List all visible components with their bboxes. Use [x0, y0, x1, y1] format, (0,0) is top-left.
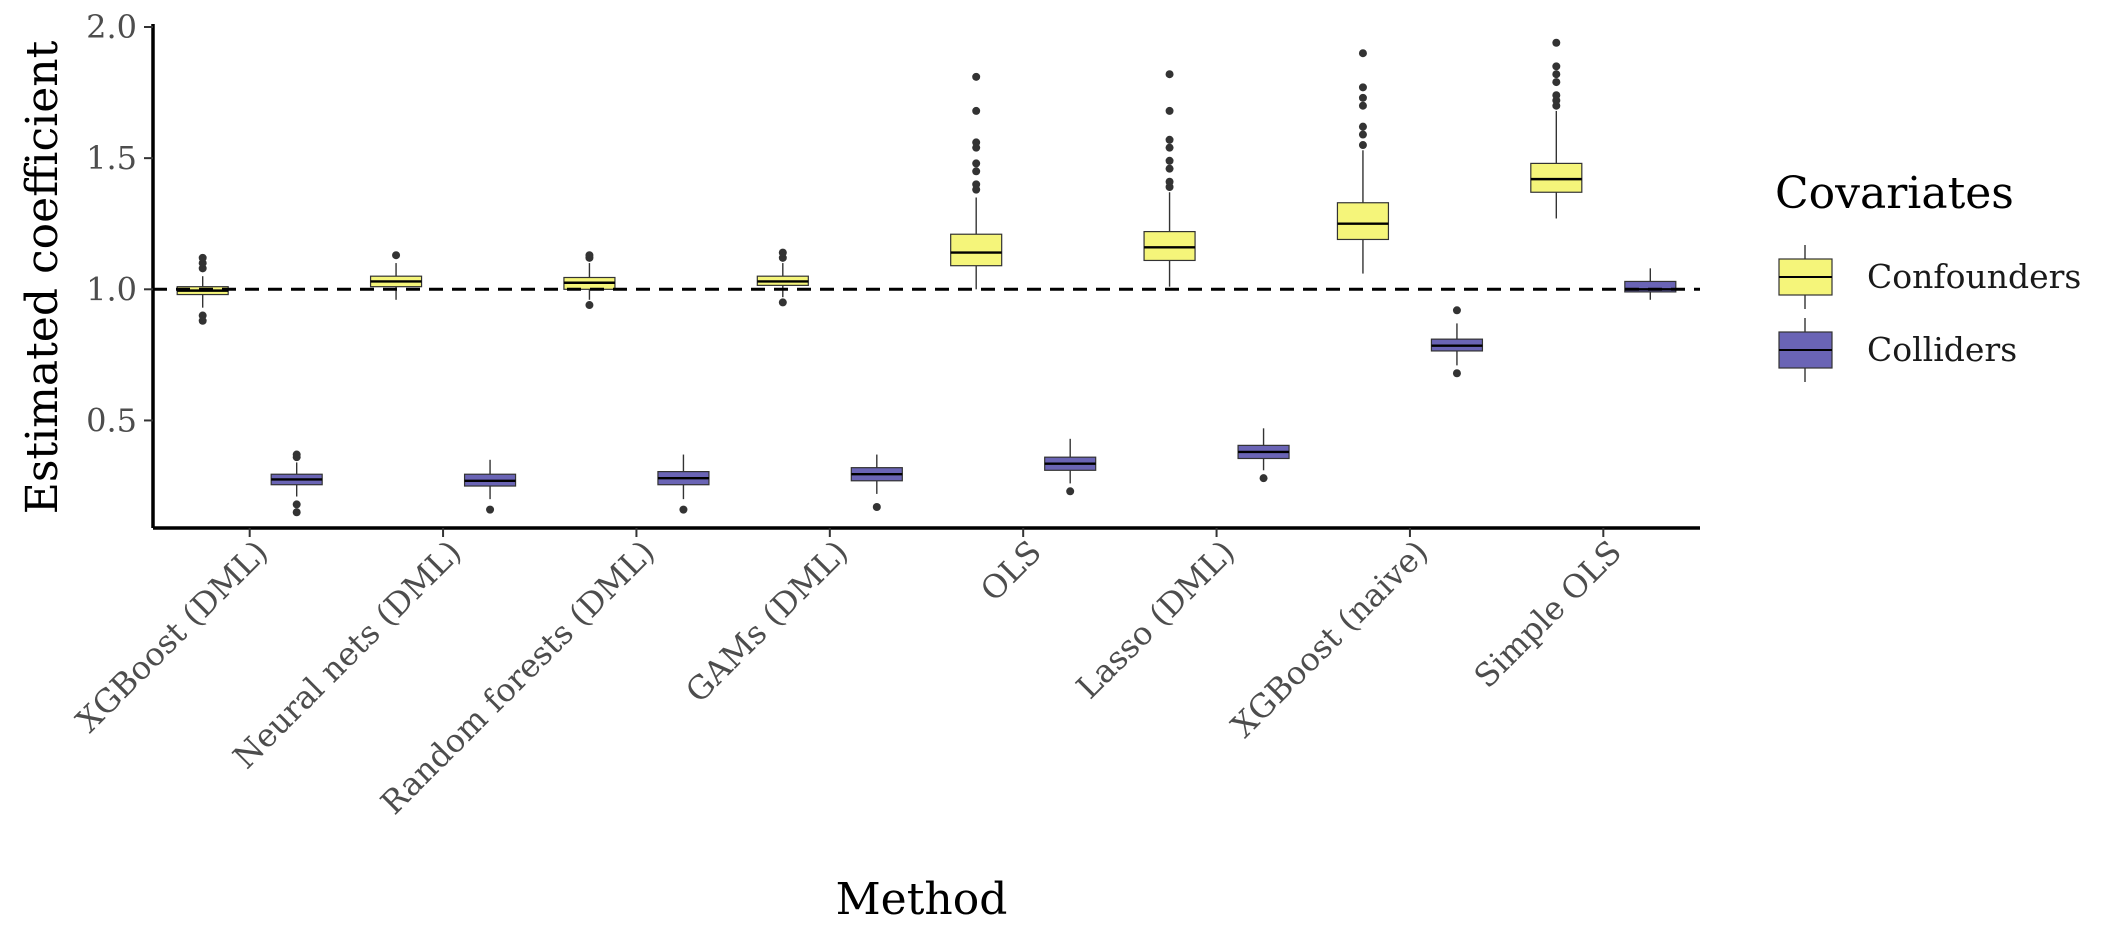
confounders-ols-outlier-1: [972, 180, 981, 189]
confounders-xgboost-naive-outlier-4: [1358, 93, 1367, 102]
colliders-simple-ols-box: [1624, 268, 1677, 300]
confounders-xgboost-naive-box: [1336, 49, 1390, 274]
colliders-random-forests-dml-box: [657, 454, 710, 514]
y-tick-label: 2.0: [86, 8, 137, 46]
legend-entry-confounders: Confounders: [1778, 245, 2081, 309]
colliders-ols-box: [1044, 438, 1097, 496]
y-axis-title: Estimated coefficient: [17, 40, 68, 514]
confounders-xgboost-naive-outlier-0: [1358, 141, 1367, 150]
x-axis-title: Method: [836, 874, 1008, 925]
legend-label-confounders: Confounders: [1867, 257, 2081, 296]
confounders-xgboost-naive-outlier-3: [1358, 101, 1367, 110]
confounders-gams-dml-outlier-0: [778, 298, 787, 307]
colliders-lasso-dml-outlier-0: [1259, 474, 1268, 483]
confounders-xgboost-naive-iqr-rect: [1336, 202, 1390, 241]
confounders-lasso-dml-outlier-7: [1165, 70, 1174, 79]
legend-title: Covariates: [1775, 168, 2014, 219]
confounders-ols-box: [950, 72, 1003, 290]
colliders-neural-nets-dml-outlier-0: [486, 505, 495, 514]
confounders-gams-dml-outlier-2: [778, 248, 787, 257]
y-tick-label: 0.5: [86, 401, 137, 439]
confounders-simple-ols-outlier-2: [1552, 91, 1561, 100]
confounders-neural-nets-dml-outlier-0: [392, 251, 401, 260]
confounders-simple-ols-box: [1530, 38, 1583, 219]
y-tick-label: 1.5: [86, 139, 137, 177]
confounders-lasso-dml-outlier-6: [1165, 106, 1174, 115]
confounders-ols-iqr-rect: [950, 233, 1003, 267]
confounders-ols-outlier-2: [972, 167, 981, 176]
legend-entry-colliders: Colliders: [1778, 318, 2017, 382]
colliders-xgboost-naive-box: [1430, 306, 1484, 378]
x-tick-label: XGBoost (DML): [69, 533, 276, 740]
confounders-lasso-dml-box: [1143, 70, 1196, 287]
confounders-ols-outlier-6: [972, 106, 981, 115]
confounders-xgboost-dml-outlier-4: [198, 253, 207, 262]
colliders-simple-ols-iqr-rect: [1624, 280, 1677, 293]
confounders-simple-ols-outlier-3: [1552, 78, 1561, 87]
confounders-ols-outlier-7: [972, 72, 981, 81]
confounders-ols-outlier-3: [972, 159, 981, 168]
confounders-simple-ols-outlier-6: [1552, 38, 1561, 47]
confounders-random-forests-dml-outlier-2: [585, 251, 594, 260]
colliders-random-forests-dml-outlier-0: [679, 505, 688, 514]
colliders-xgboost-dml-outlier-3: [292, 450, 301, 459]
boxes-layer: [176, 38, 1677, 517]
colliders-xgboost-dml-box: [270, 450, 323, 517]
colliders-gams-dml-outlier-0: [872, 503, 881, 512]
confounders-lasso-dml-outlier-1: [1165, 177, 1174, 186]
legend-entries: Confounders Colliders: [1778, 245, 2081, 382]
colliders-xgboost-dml-outlier-1: [292, 500, 301, 509]
confounders-xgboost-dml-outlier-1: [198, 311, 207, 320]
confounders-xgboost-naive-outlier-1: [1358, 130, 1367, 139]
colliders-xgboost-naive-outlier-0: [1452, 369, 1461, 378]
colliders-lasso-dml-box: [1237, 428, 1290, 483]
confounders-lasso-dml-outlier-4: [1165, 143, 1174, 152]
confounders-lasso-dml-outlier-5: [1165, 135, 1174, 144]
x-tick-label: OLS: [973, 533, 1049, 609]
confounders-lasso-dml-outlier-2: [1165, 164, 1174, 173]
x-tick-label: Lasso (DML): [1069, 533, 1242, 706]
legend: Covariates Confounders Colliders: [1775, 168, 2081, 382]
confounders-ols-outlier-5: [972, 138, 981, 147]
confounders-simple-ols-iqr-rect: [1530, 162, 1583, 193]
colliders-xgboost-naive-outlier-1: [1452, 306, 1461, 315]
confounders-xgboost-naive-outlier-6: [1358, 49, 1367, 58]
x-tick-label: XGBoost (naive): [1224, 533, 1436, 745]
colliders-ols-outlier-0: [1066, 487, 1075, 496]
confounders-simple-ols-outlier-5: [1552, 62, 1561, 71]
colliders-gams-dml-box: [850, 454, 903, 512]
legend-label-colliders: Colliders: [1867, 330, 2017, 369]
colliders-xgboost-dml-outlier-0: [292, 508, 301, 517]
confounders-random-forests-dml-box: [563, 251, 616, 310]
confounders-xgboost-naive-outlier-5: [1358, 83, 1367, 92]
confounders-gams-dml-box: [756, 248, 809, 307]
y-tick-label: 1.0: [86, 270, 137, 308]
x-tick-label: Simple OLS: [1467, 533, 1629, 695]
colliders-neural-nets-dml-box: [463, 459, 517, 514]
confounders-simple-ols-outlier-4: [1552, 70, 1561, 79]
x-tick-label: GAMs (DML): [678, 533, 855, 710]
confounders-random-forests-dml-outlier-0: [585, 301, 594, 310]
confounders-lasso-dml-outlier-3: [1165, 156, 1174, 165]
confounders-xgboost-naive-outlier-2: [1358, 122, 1367, 131]
confounders-neural-nets-dml-box: [369, 251, 423, 300]
confounders-lasso-dml-iqr-rect: [1143, 230, 1196, 262]
